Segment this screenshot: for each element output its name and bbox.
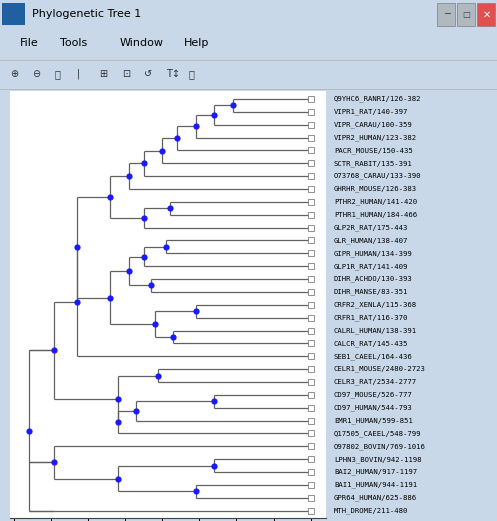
Text: ⊞: ⊞ — [99, 69, 107, 79]
Text: VIPR1_RAT/140-397: VIPR1_RAT/140-397 — [334, 108, 409, 115]
Bar — [457, 3, 475, 26]
Text: GLR_HUMAN/138-407: GLR_HUMAN/138-407 — [334, 237, 409, 244]
Text: ⊡: ⊡ — [122, 69, 130, 79]
Text: VIPR_CARAU/100-359: VIPR_CARAU/100-359 — [334, 121, 413, 128]
Text: CD97_MOUSE/526-777: CD97_MOUSE/526-777 — [334, 392, 413, 398]
Text: ✕: ✕ — [483, 9, 491, 19]
Text: CRFR2_XENLA/115-368: CRFR2_XENLA/115-368 — [334, 302, 417, 308]
Text: CELR3_RAT/2534-2777: CELR3_RAT/2534-2777 — [334, 379, 417, 386]
Text: ✋: ✋ — [55, 69, 61, 79]
Text: DIHR_ACHDO/130-393: DIHR_ACHDO/130-393 — [334, 276, 413, 282]
Text: PACR_MOUSE/150-435: PACR_MOUSE/150-435 — [334, 147, 413, 154]
Text: SCTR_RABIT/135-391: SCTR_RABIT/135-391 — [334, 160, 413, 167]
Text: BAI1_HUMAN/944-1191: BAI1_HUMAN/944-1191 — [334, 481, 417, 488]
Text: LPHN3_BOVIN/942-1198: LPHN3_BOVIN/942-1198 — [334, 456, 421, 463]
Bar — [437, 3, 455, 26]
Text: T↕: T↕ — [166, 69, 180, 79]
Text: GPR64_HUMAN/625-886: GPR64_HUMAN/625-886 — [334, 494, 417, 501]
Bar — [2, 4, 25, 25]
Text: ⤢: ⤢ — [189, 69, 195, 79]
Text: VIPR2_HUMAN/123-382: VIPR2_HUMAN/123-382 — [334, 134, 417, 141]
Text: MTH_DROME/211-480: MTH_DROME/211-480 — [334, 507, 409, 514]
Bar — [477, 3, 495, 26]
Text: Help: Help — [184, 38, 209, 48]
Text: SEB1_CAEEL/164-436: SEB1_CAEEL/164-436 — [334, 353, 413, 359]
Text: Phylogenetic Tree 1: Phylogenetic Tree 1 — [32, 9, 142, 19]
Text: Tools: Tools — [60, 38, 87, 48]
Text: Q17505_CAEEL/548-799: Q17505_CAEEL/548-799 — [334, 430, 421, 437]
Text: CD97_HUMAN/544-793: CD97_HUMAN/544-793 — [334, 404, 413, 411]
Text: |: | — [77, 69, 81, 80]
Text: ↺: ↺ — [144, 69, 152, 79]
Text: GLP2R_RAT/175-443: GLP2R_RAT/175-443 — [334, 224, 409, 231]
Text: ⊖: ⊖ — [32, 69, 40, 79]
Text: DIHR_MANSE/83-351: DIHR_MANSE/83-351 — [334, 289, 409, 295]
Text: CALCR_RAT/145-435: CALCR_RAT/145-435 — [334, 340, 409, 346]
Text: EMR1_HUMAN/599-851: EMR1_HUMAN/599-851 — [334, 417, 413, 424]
Text: GHRHR_MOUSE/126-383: GHRHR_MOUSE/126-383 — [334, 185, 417, 192]
Text: O73768_CARAU/133-390: O73768_CARAU/133-390 — [334, 173, 421, 179]
Text: □: □ — [463, 10, 471, 19]
Text: GLP1R_RAT/141-409: GLP1R_RAT/141-409 — [334, 263, 409, 269]
Text: CRFR1_RAT/116-370: CRFR1_RAT/116-370 — [334, 314, 409, 321]
Text: Q9YHC6_RANRI/126-382: Q9YHC6_RANRI/126-382 — [334, 95, 421, 102]
Text: O97802_BOVIN/769-1016: O97802_BOVIN/769-1016 — [334, 443, 426, 450]
Text: ⊕: ⊕ — [10, 69, 18, 79]
Text: ─: ─ — [444, 9, 450, 19]
Text: CALRL_HUMAN/138-391: CALRL_HUMAN/138-391 — [334, 327, 417, 334]
Text: Window: Window — [119, 38, 164, 48]
Text: File: File — [20, 38, 39, 48]
Text: CELR1_MOUSE/2480-2723: CELR1_MOUSE/2480-2723 — [334, 366, 426, 373]
Text: PTHR2_HUMAN/141-420: PTHR2_HUMAN/141-420 — [334, 199, 417, 205]
Text: GIPR_HUMAN/134-399: GIPR_HUMAN/134-399 — [334, 250, 413, 257]
Text: BAI2_HUMAN/917-1197: BAI2_HUMAN/917-1197 — [334, 469, 417, 475]
Text: PTHR1_HUMAN/184-466: PTHR1_HUMAN/184-466 — [334, 212, 417, 218]
